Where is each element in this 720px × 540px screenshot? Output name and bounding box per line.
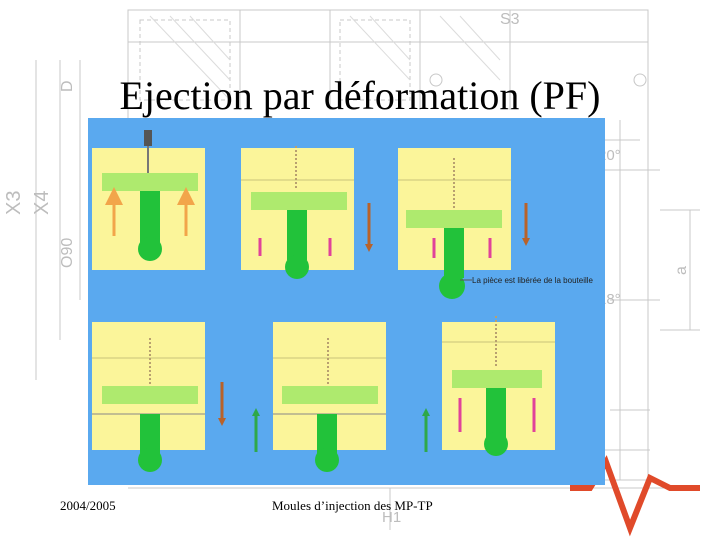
stage-5 (252, 322, 386, 472)
dim-label-o90: O90 (59, 238, 76, 268)
panel-caption: La pièce est libérée de la bouteille (472, 276, 593, 285)
stage-1-ejector-plate (102, 173, 198, 191)
dim-label-h1: H1 (382, 509, 401, 526)
stage-2 (241, 146, 373, 279)
dim-label-x3: X3 (3, 191, 25, 215)
footer-course-title: Moules d’injection des MP-TP (272, 498, 433, 513)
stage-1-ejector-ball (138, 237, 162, 261)
footer-date: 2004/2005 (60, 498, 116, 513)
stage-4-ejector-stem (140, 414, 160, 454)
dim-label-s3: S3 (500, 11, 520, 28)
stage-4-ejector-ball (138, 448, 162, 472)
stage-6-ejector-stem (486, 388, 506, 438)
stage-5-ejector-ball (315, 448, 339, 472)
stage-4-ejector-plate (102, 386, 198, 404)
stage-3-ejector-stem (444, 228, 464, 278)
dim-label-a: a (673, 266, 690, 275)
ejection-diagram-panel (88, 118, 605, 485)
stage-6-ejector-ball (484, 432, 508, 456)
stage-2-ejector-ball (285, 255, 309, 279)
stage-5-ejector-stem (317, 414, 337, 454)
zigzag-mark (570, 455, 700, 537)
stage-1 (92, 130, 205, 270)
stage-6-ejector-plate (452, 370, 542, 388)
stage-5-ejector-plate (282, 386, 378, 404)
stage-2-ejector-stem (287, 210, 307, 260)
stage-4 (92, 322, 226, 472)
stage-2-ejector-plate (251, 192, 347, 210)
stage-3-ejector-plate (406, 210, 502, 228)
stage-3-ejector-ball (439, 273, 465, 299)
stage-1-spring (144, 130, 152, 146)
stage-6 (422, 316, 555, 456)
stage-3 (398, 148, 530, 299)
stage-1-ejector-stem (140, 191, 160, 247)
slide-title: Ejection par déformation (PF) (119, 73, 601, 118)
dim-label-d: D (59, 80, 76, 92)
dim-label-x4: X4 (31, 191, 53, 215)
